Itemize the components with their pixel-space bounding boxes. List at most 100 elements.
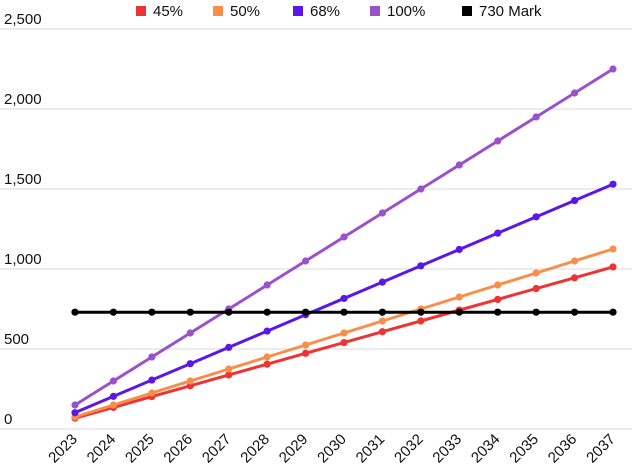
data-point [301,349,310,357]
data-point [109,401,118,409]
data-point [186,377,194,385]
series-730-mark [71,308,617,316]
legend-label: 730 Mark [479,3,542,20]
data-point [455,245,463,254]
data-point [109,377,118,385]
data-point [263,281,271,289]
legend: 45% 50% 68% 100% 730 Mark [136,3,542,20]
x-axis: 2023 2024 2025 2026 2027 2028 2029 2030 2031 2032… [45,431,619,467]
data-point [532,269,540,277]
x-tick-label: 2037 [583,431,619,467]
y-tick-label: 2,500 [4,11,42,28]
data-point [71,308,79,316]
data-point [455,293,463,301]
data-point [71,409,79,417]
x-tick-label: 2030 [314,431,350,467]
data-point [225,365,233,373]
y-tick-label: 1,000 [4,251,42,268]
legend-item: 45% [136,3,183,20]
y-tick-label: 1,500 [4,171,42,188]
data-point [609,263,617,271]
data-point [109,308,118,316]
data-point [455,161,463,169]
data-point [340,294,348,303]
data-point [225,308,233,316]
data-point [186,308,194,316]
data-point [532,213,540,221]
x-tick-label: 2027 [199,431,235,467]
data-point [301,341,310,349]
data-point [186,329,194,337]
data-point [570,196,579,205]
data-point [263,360,271,368]
data-point [378,308,387,316]
series-45- [71,263,617,422]
data-point [378,317,387,325]
x-tick-label: 2028 [237,431,273,467]
data-point [494,229,502,237]
legend-swatch [136,6,146,16]
data-point [494,308,502,316]
data-point [417,317,425,325]
data-point [609,180,617,188]
data-point [417,185,425,193]
data-point [109,392,118,400]
y-tick-label: 0 [4,411,12,428]
data-point [340,329,348,337]
data-point [494,137,502,145]
data-point [301,257,310,265]
x-tick-label: 2031 [353,431,389,467]
legend-swatch [462,6,472,16]
data-point [340,308,348,316]
data-point [263,327,271,335]
data-point [378,209,387,217]
data-point [340,339,348,347]
series-50- [71,245,617,421]
legend-label: 50% [230,3,260,20]
y-tick-label: 500 [4,331,29,348]
data-point [609,308,617,316]
x-tick-label: 2024 [84,431,120,467]
data-point [301,308,310,316]
data-point [455,308,463,316]
data-point [570,274,579,282]
data-point [494,281,502,289]
gridlines [0,28,632,430]
legend-item: 68% [293,3,340,20]
data-point [378,278,387,286]
data-point [148,389,156,397]
series-100- [71,65,617,409]
data-point [71,401,79,409]
legend-label: 45% [153,3,183,20]
y-tick-label: 2,000 [4,91,42,108]
data-point [148,308,156,316]
data-point [532,113,540,121]
data-point [417,262,425,270]
series-68- [71,180,617,417]
x-tick-label: 2025 [122,431,158,467]
data-point [225,371,233,379]
data-point [494,295,502,303]
data-point [532,308,540,316]
data-point [609,65,617,73]
data-point [570,89,579,97]
data-point [148,353,156,361]
legend-swatch [213,6,223,16]
data-point [263,308,271,316]
legend-swatch [293,6,303,16]
x-tick-label: 2029 [276,431,312,467]
x-tick-label: 2034 [468,431,504,467]
data-point [186,360,194,368]
data-point [225,343,233,351]
data-point [148,376,156,384]
y-axis: 0 500 1,000 1,500 2,000 2,500 [4,11,42,428]
legend-item: 730 Mark [462,3,542,20]
legend-swatch [370,6,380,16]
legend-item: 100% [370,3,425,20]
legend-item: 50% [213,3,260,20]
data-point [532,284,540,293]
x-tick-label: 2023 [45,431,81,467]
x-tick-label: 2035 [506,431,542,467]
data-point [340,233,348,241]
